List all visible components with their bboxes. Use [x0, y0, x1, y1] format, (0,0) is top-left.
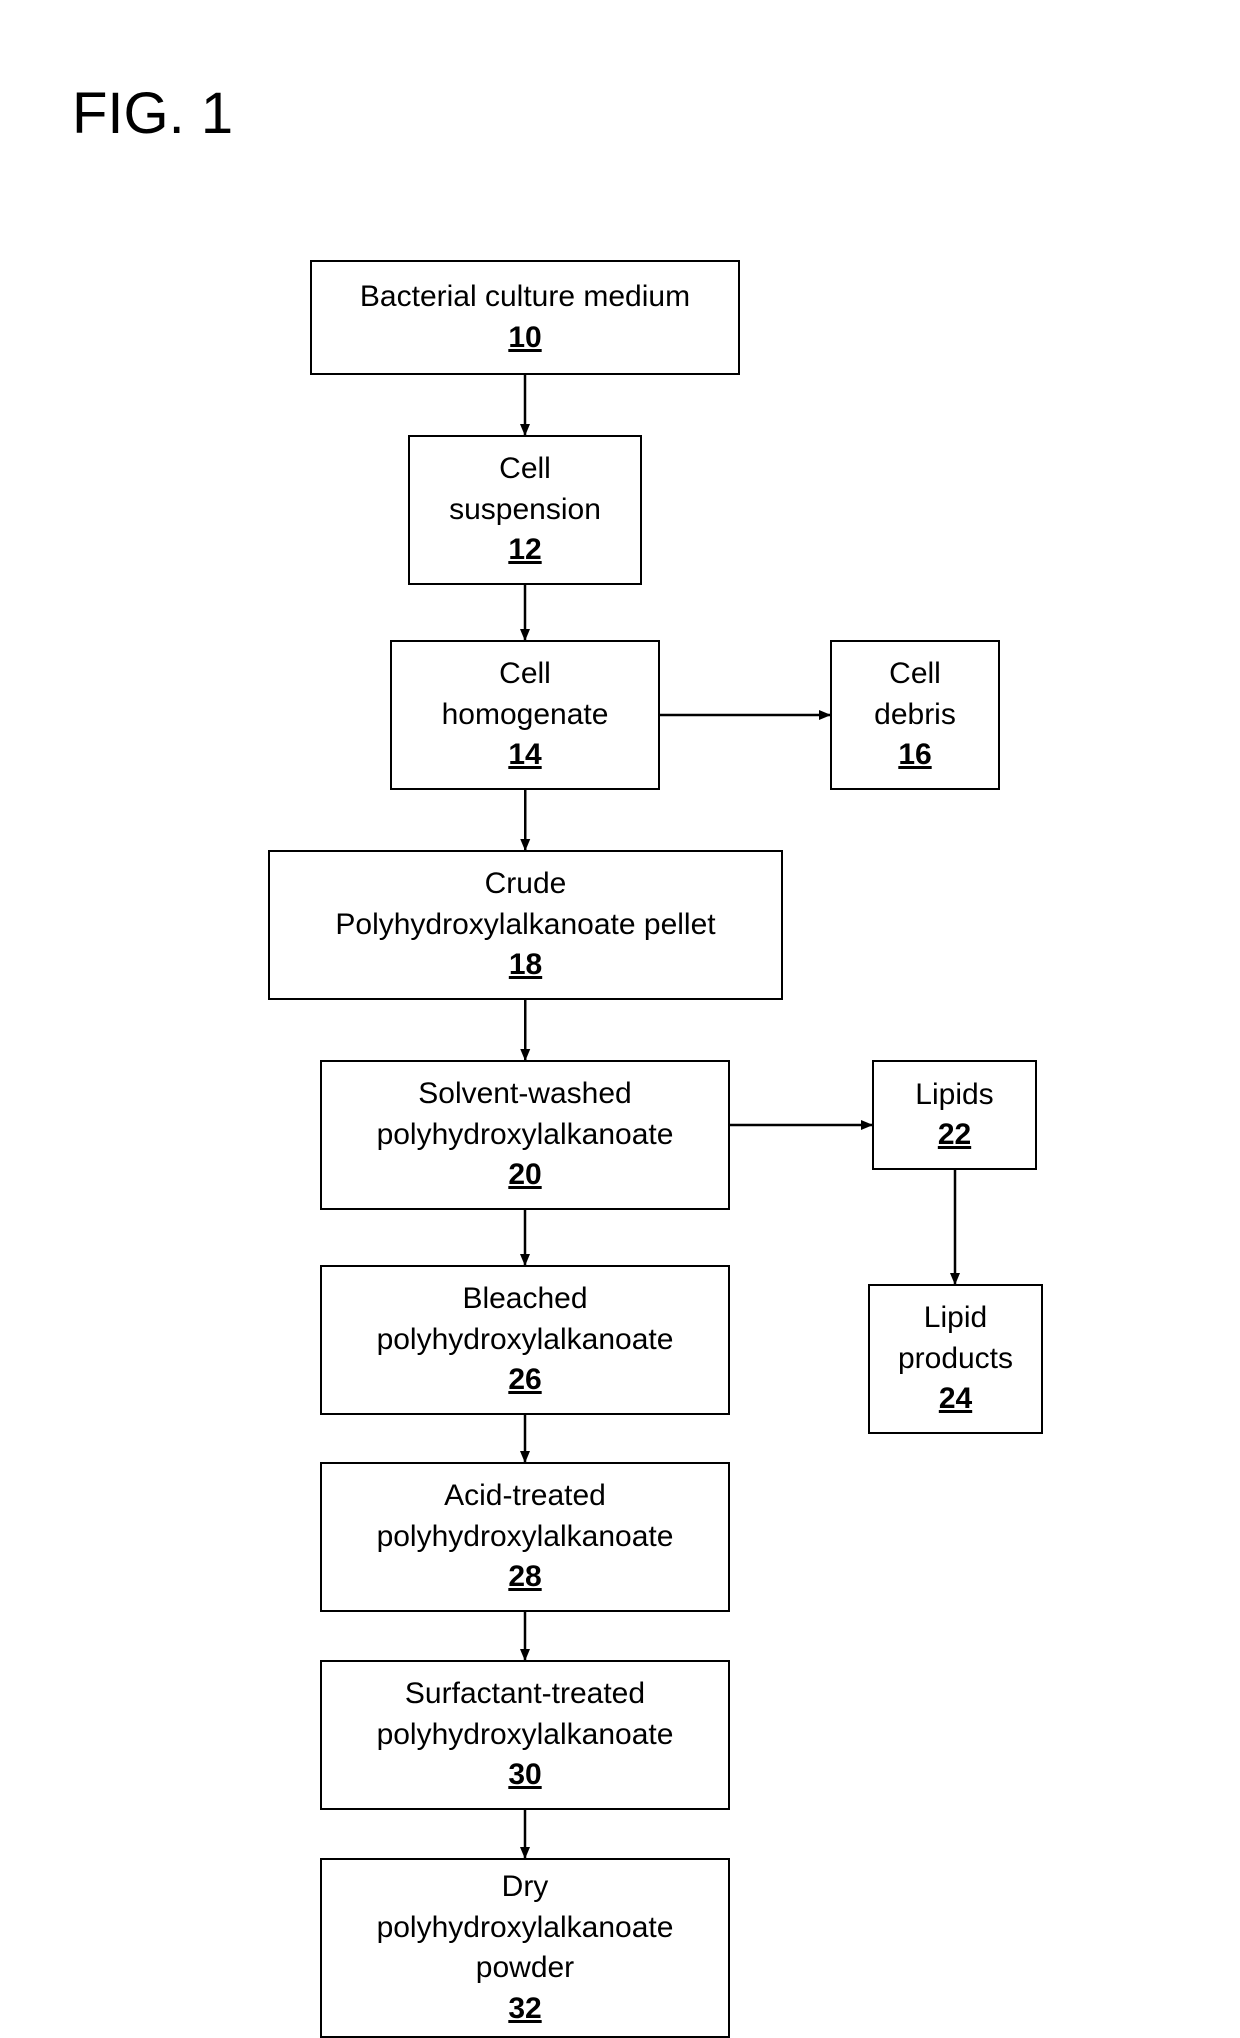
node-number: 20 — [508, 1155, 541, 1196]
node-label: Cellsuspension — [449, 449, 601, 530]
node-cell-suspension: Cellsuspension 12 — [408, 435, 642, 585]
node-number: 26 — [508, 1360, 541, 1401]
node-label: Celldebris — [874, 654, 956, 735]
node-number: 28 — [508, 1557, 541, 1598]
node-label: Bleachedpolyhydroxylalkanoate — [377, 1279, 674, 1360]
node-number: 24 — [939, 1379, 972, 1420]
node-lipid-products: Lipidproducts 24 — [868, 1284, 1043, 1434]
node-label: Bacterial culture medium — [360, 277, 690, 318]
node-crude-pha-pellet: CrudePolyhydroxylalkanoate pellet 18 — [268, 850, 783, 1000]
node-label: CrudePolyhydroxylalkanoate pellet — [335, 864, 715, 945]
node-label: Solvent-washedpolyhydroxylalkanoate — [377, 1074, 674, 1155]
node-cell-homogenate: Cellhomogenate 14 — [390, 640, 660, 790]
node-label: Cellhomogenate — [442, 654, 609, 735]
node-surfactant-treated-pha: Surfactant-treatedpolyhydroxylalkanoate … — [320, 1660, 730, 1810]
node-solvent-washed-pha: Solvent-washedpolyhydroxylalkanoate 20 — [320, 1060, 730, 1210]
node-number: 12 — [508, 530, 541, 571]
node-number: 14 — [508, 735, 541, 776]
node-bacterial-culture-medium: Bacterial culture medium 10 — [310, 260, 740, 375]
node-dry-pha-powder: Drypolyhydroxylalkanoatepowder 32 — [320, 1858, 730, 2038]
node-label: Acid-treatedpolyhydroxylalkanoate — [377, 1476, 674, 1557]
node-number: 30 — [508, 1755, 541, 1796]
node-bleached-pha: Bleachedpolyhydroxylalkanoate 26 — [320, 1265, 730, 1415]
node-label: Lipids — [915, 1075, 993, 1116]
figure-title: FIG. 1 — [72, 80, 233, 147]
node-lipids: Lipids 22 — [872, 1060, 1037, 1170]
node-number: 16 — [898, 735, 931, 776]
node-number: 32 — [508, 1989, 541, 2030]
node-label: Lipidproducts — [898, 1298, 1013, 1379]
node-number: 10 — [508, 318, 541, 359]
node-cell-debris: Celldebris 16 — [830, 640, 1000, 790]
node-label: Drypolyhydroxylalkanoatepowder — [377, 1867, 674, 1989]
node-number: 22 — [938, 1115, 971, 1156]
node-number: 18 — [509, 945, 542, 986]
node-label: Surfactant-treatedpolyhydroxylalkanoate — [377, 1674, 674, 1755]
node-acid-treated-pha: Acid-treatedpolyhydroxylalkanoate 28 — [320, 1462, 730, 1612]
